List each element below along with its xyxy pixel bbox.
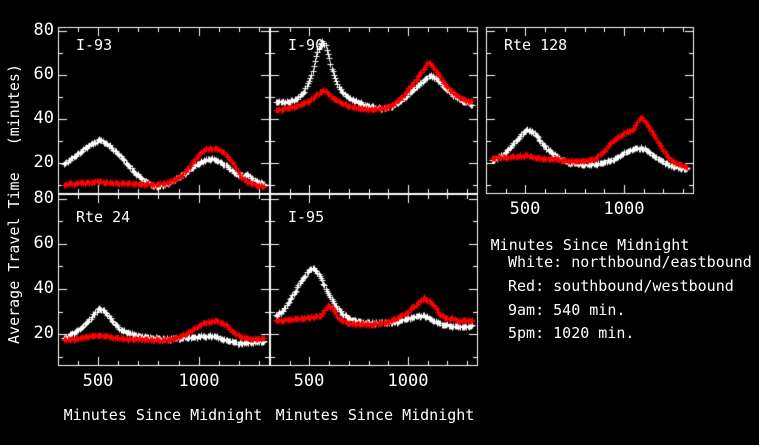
y-tick-label: 80 xyxy=(33,20,54,40)
panel-title-rte-128: Rte 128 xyxy=(504,36,568,54)
legend-5pm-note: 5pm: 1020 min. xyxy=(508,324,635,342)
panel-title-i-95: I-95 xyxy=(288,208,325,226)
y-axis-label: Average Travel Time (minutes) xyxy=(5,64,23,344)
y-tick-label: 40 xyxy=(33,108,54,128)
panel-title-rte-24: Rte 24 xyxy=(76,208,131,226)
panel-title-i-90: I-90 xyxy=(288,36,325,54)
x-tick-label: 1000 xyxy=(178,371,220,391)
legend-white-series: White: northbound/eastbound xyxy=(508,253,752,271)
y-tick-label: 60 xyxy=(33,233,54,253)
y-tick-label: 40 xyxy=(33,278,54,298)
legend-red-series: Red: southbound/westbound xyxy=(508,277,734,295)
x-tick-label: 500 xyxy=(509,199,541,219)
x-tick-label: 1000 xyxy=(387,371,429,391)
x-axis-label-rte128: Minutes Since Midnight xyxy=(490,236,690,254)
x-axis-label-i95: Minutes Since Midnight xyxy=(275,406,475,424)
y-tick-label: 80 xyxy=(33,188,54,208)
legend-9am-note: 9am: 540 min. xyxy=(508,301,626,319)
x-tick-label: 500 xyxy=(82,371,114,391)
x-axis-label-rte24: Minutes Since Midnight xyxy=(63,406,263,424)
y-tick-label: 60 xyxy=(33,64,54,84)
x-tick-label: 500 xyxy=(293,371,325,391)
panel-title-i-93: I-93 xyxy=(76,36,113,54)
y-tick-label: 20 xyxy=(33,323,54,343)
y-tick-label: 20 xyxy=(33,152,54,172)
x-tick-label: 1000 xyxy=(603,199,645,219)
